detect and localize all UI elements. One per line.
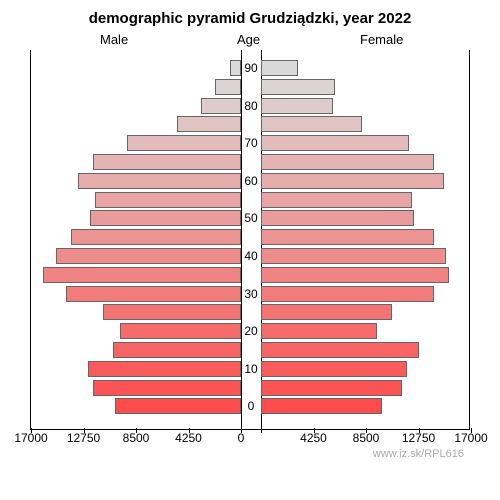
female-bar bbox=[261, 116, 362, 132]
female-bar bbox=[261, 173, 444, 189]
age-tick: 20 bbox=[241, 324, 261, 338]
male-bar bbox=[95, 192, 241, 208]
female-bar bbox=[261, 342, 419, 358]
male-bar bbox=[215, 79, 241, 95]
female-bar bbox=[261, 79, 335, 95]
age-tick: 80 bbox=[241, 99, 261, 113]
male-bar bbox=[56, 248, 241, 264]
male-bar bbox=[90, 210, 241, 226]
pyramid-chart: demographic pyramid Grudziądzki, year 20… bbox=[0, 0, 500, 500]
male-bar bbox=[177, 116, 241, 132]
male-bar bbox=[71, 229, 241, 245]
female-bar bbox=[261, 248, 446, 264]
female-bar bbox=[261, 361, 407, 377]
age-tick: 60 bbox=[241, 174, 261, 188]
male-bar bbox=[93, 154, 241, 170]
x-tick-label: 12750 bbox=[402, 431, 435, 445]
male-bar bbox=[93, 380, 241, 396]
age-axis: 90 80 70 60 50 40 30 20 10 0 bbox=[241, 50, 261, 430]
watermark: www.iz.sk/RPL616 bbox=[373, 448, 464, 460]
female-bar bbox=[261, 98, 333, 114]
female-label: Female bbox=[360, 32, 403, 47]
male-bar bbox=[78, 173, 241, 189]
female-bar bbox=[261, 60, 298, 76]
female-bar bbox=[261, 154, 434, 170]
male-bar bbox=[127, 135, 241, 151]
female-bar bbox=[261, 398, 382, 414]
male-bar bbox=[120, 323, 241, 339]
female-bar bbox=[261, 267, 449, 283]
male-bar bbox=[201, 98, 241, 114]
x-axis: 1700012750850042500425085001275017000 bbox=[31, 429, 471, 447]
male-label: Male bbox=[100, 32, 128, 47]
female-bar bbox=[261, 323, 377, 339]
male-bars bbox=[31, 50, 241, 430]
male-bar bbox=[43, 267, 241, 283]
x-tick-label: 12750 bbox=[67, 431, 100, 445]
x-tick-mark bbox=[261, 428, 262, 433]
age-tick: 90 bbox=[241, 61, 261, 75]
female-bar bbox=[261, 304, 392, 320]
female-bar bbox=[261, 229, 434, 245]
male-bar bbox=[230, 60, 241, 76]
female-bar bbox=[261, 135, 409, 151]
x-tick-label: 8500 bbox=[123, 431, 150, 445]
age-label: Age bbox=[237, 32, 260, 47]
x-tick-label: 4250 bbox=[175, 431, 202, 445]
female-bars bbox=[261, 50, 471, 430]
x-tick-label: 8500 bbox=[353, 431, 380, 445]
female-bar bbox=[261, 286, 434, 302]
age-tick: 40 bbox=[241, 249, 261, 263]
chart-area: 9080706050403020100 17000127508500425004… bbox=[30, 50, 470, 430]
male-bar bbox=[115, 398, 241, 414]
x-tick-label: 4250 bbox=[300, 431, 327, 445]
age-tick: 0 bbox=[241, 399, 261, 413]
female-bar bbox=[261, 380, 402, 396]
x-tick-label: 17000 bbox=[14, 431, 47, 445]
age-tick: 70 bbox=[241, 136, 261, 150]
x-tick-label: 0 bbox=[238, 431, 245, 445]
chart-title: demographic pyramid Grudziądzki, year 20… bbox=[0, 10, 500, 27]
x-tick-label: 17000 bbox=[454, 431, 487, 445]
male-bar bbox=[103, 304, 241, 320]
male-bar bbox=[88, 361, 241, 377]
age-tick: 10 bbox=[241, 362, 261, 376]
male-bar bbox=[113, 342, 241, 358]
male-bar bbox=[66, 286, 241, 302]
age-tick: 30 bbox=[241, 287, 261, 301]
age-tick: 50 bbox=[241, 211, 261, 225]
female-bar bbox=[261, 210, 414, 226]
female-bar bbox=[261, 192, 412, 208]
